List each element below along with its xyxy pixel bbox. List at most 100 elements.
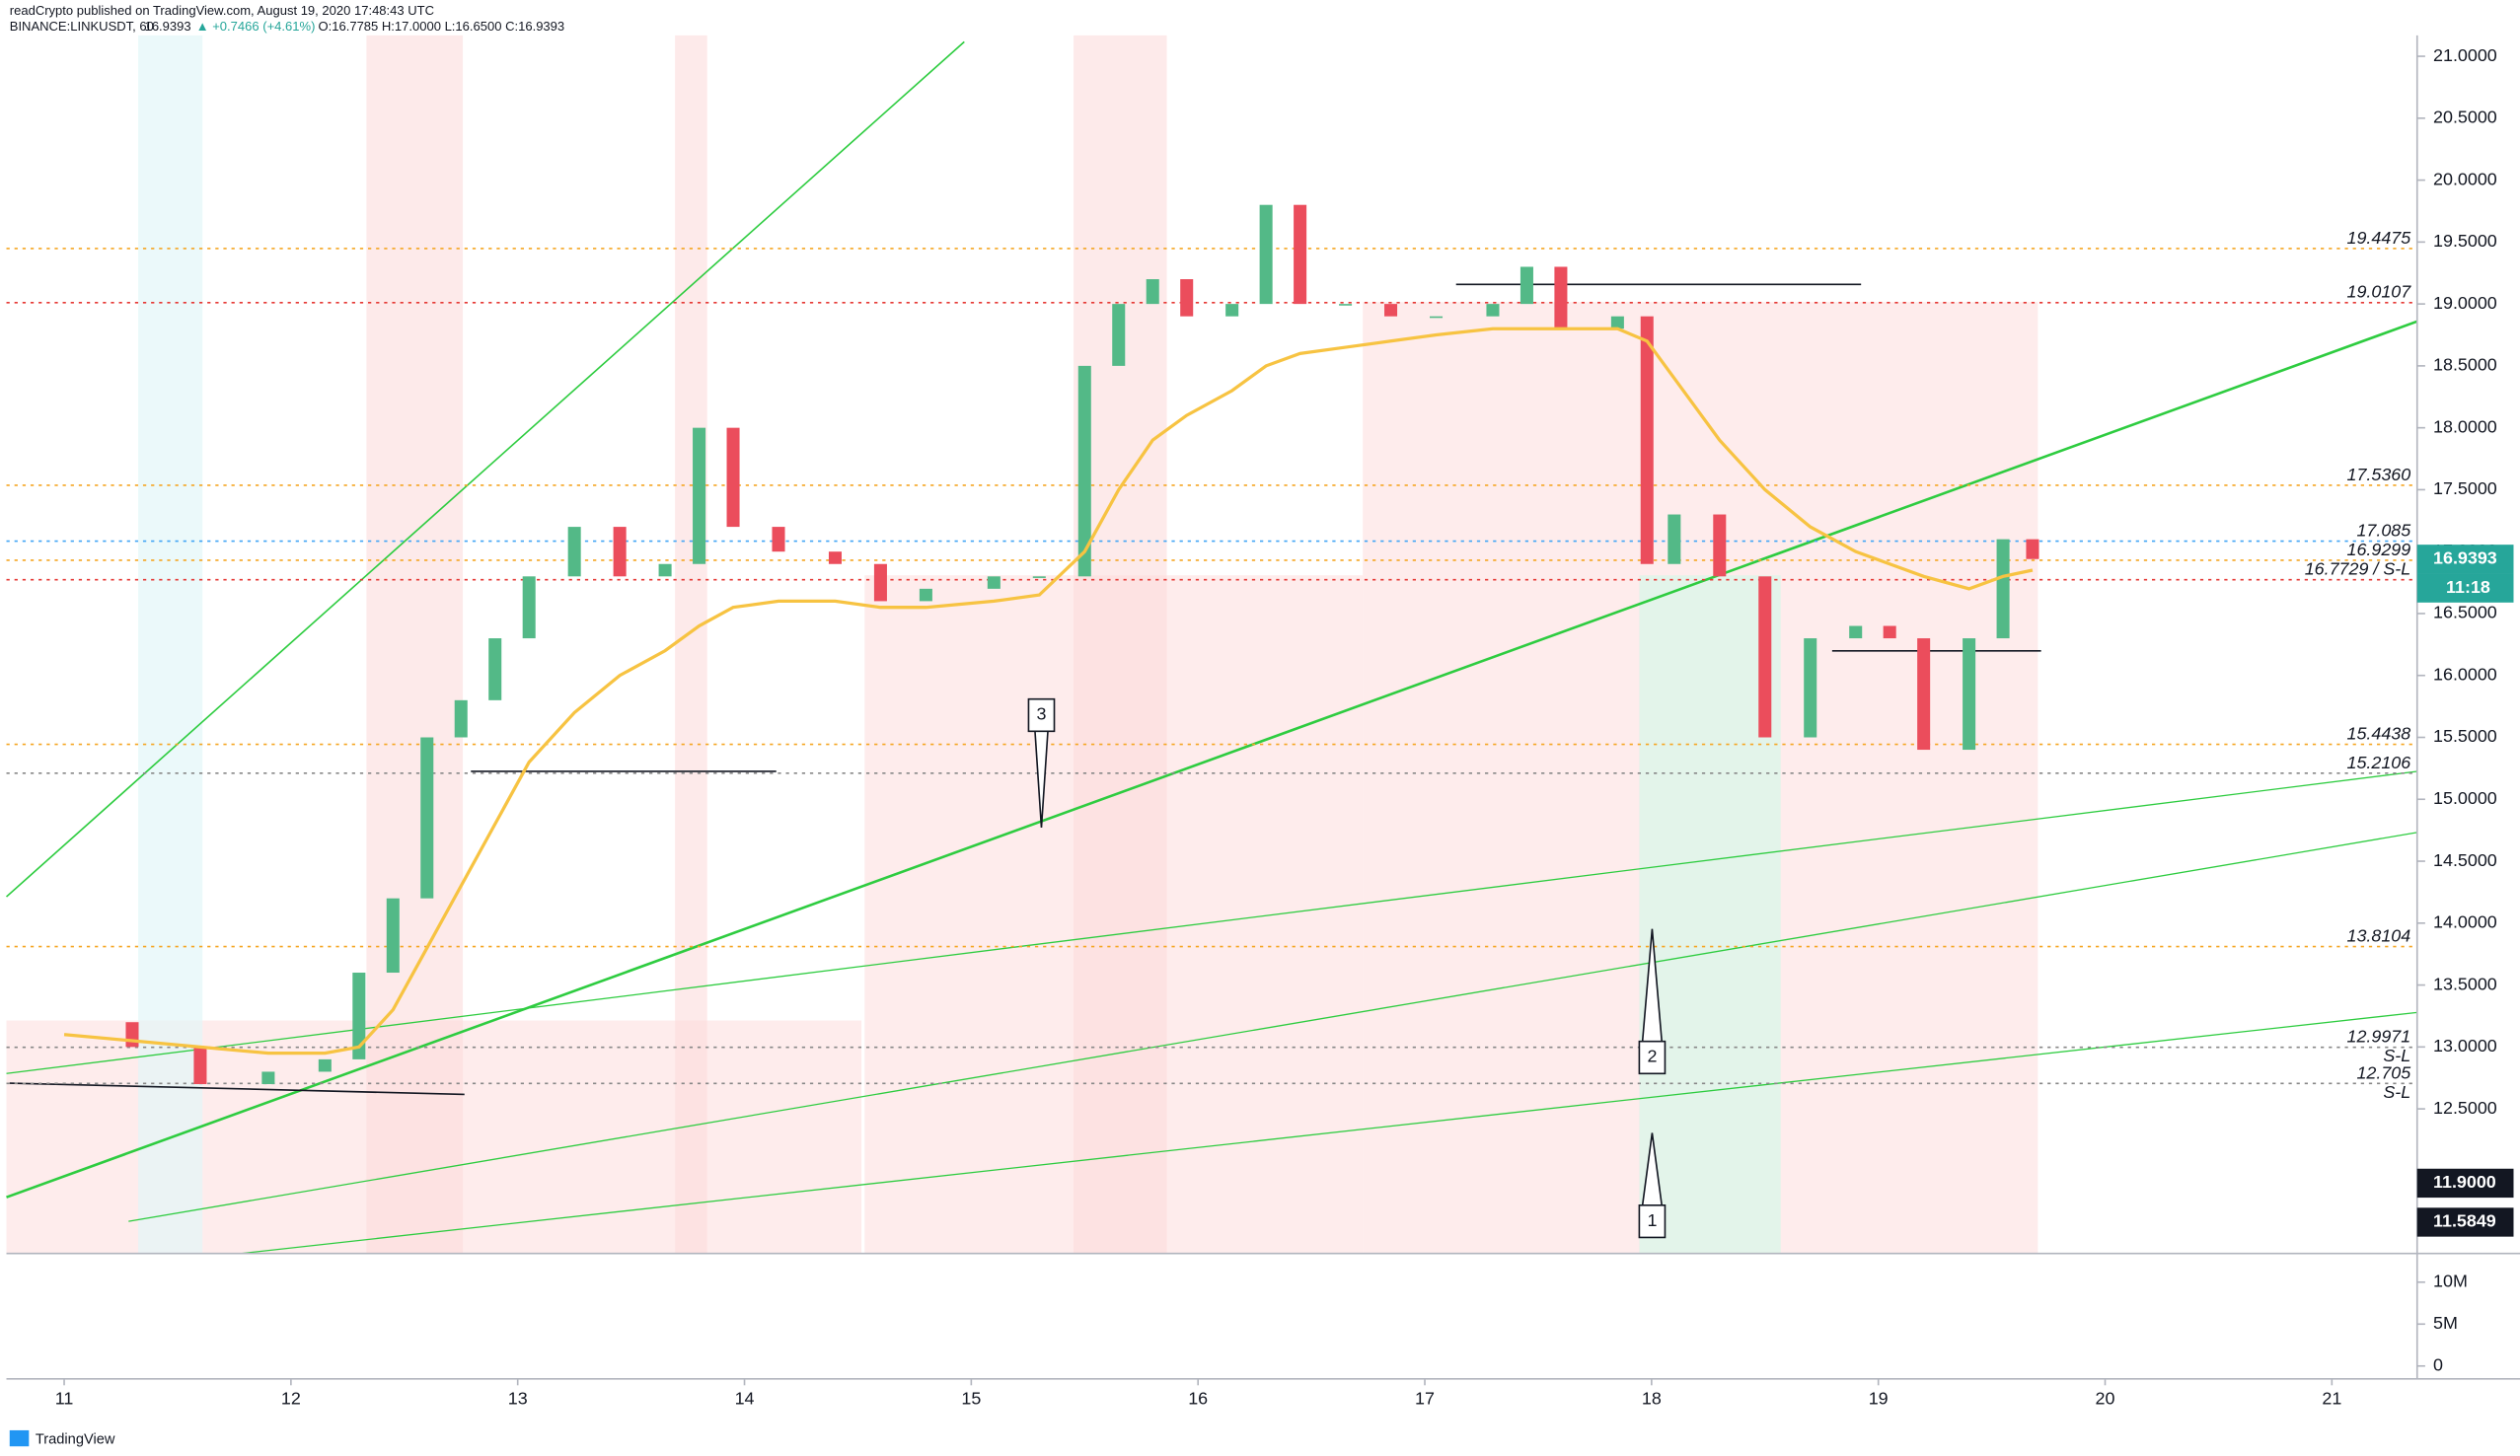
candle: [1610, 316, 1624, 329]
trend-lines: [5, 40, 2418, 1255]
y-tick-label: 12.5000: [2433, 1098, 2497, 1118]
y-tick-label: 21.0000: [2433, 45, 2497, 65]
y-tick-label: 19.0000: [2433, 293, 2497, 313]
candle: [613, 527, 627, 577]
candle: [726, 427, 740, 528]
candle: [386, 898, 400, 974]
price-badge: [2416, 1168, 2514, 1199]
plot: [6, 204, 2417, 1085]
level-sub-label: S-L: [2383, 1082, 2410, 1102]
candle: [1917, 638, 1931, 751]
candle: [1668, 514, 1681, 564]
brand: TradingView: [36, 1432, 115, 1448]
callout-label: 2: [1647, 1047, 1657, 1066]
y-tick-label: 13.0000: [2433, 1036, 2497, 1056]
candle: [1554, 266, 1568, 329]
candle: [1963, 638, 1976, 751]
x-tick-label: 13: [508, 1389, 528, 1409]
candle: [454, 699, 468, 738]
candle: [420, 737, 434, 899]
candle: [1077, 365, 1091, 577]
price-badge-label: 16.9393: [2433, 548, 2497, 568]
x-tick-label: 19: [1869, 1389, 1889, 1409]
candle: [488, 638, 502, 700]
x-tick-label: 16: [1188, 1389, 1208, 1409]
price-badge: [2416, 545, 2514, 574]
level-sub-label: S-L: [2383, 1046, 2410, 1065]
callout-label: 3: [1036, 704, 1046, 724]
candle: [1146, 279, 1159, 305]
y-tick-label: 17.5000: [2433, 478, 2497, 498]
candle: [352, 973, 366, 1059]
candle: [1294, 204, 1307, 305]
candle: [772, 527, 785, 552]
y-tick-label: 18.0000: [2433, 416, 2497, 436]
level-label: 12.705: [2356, 1062, 2410, 1082]
candle: [987, 576, 1001, 589]
candle: [919, 588, 932, 602]
x-tick-label: 18: [1642, 1389, 1662, 1409]
level-label: 17.085: [2356, 520, 2410, 540]
candle: [693, 427, 706, 564]
x-tick-label: 21: [2322, 1389, 2341, 1409]
last-price: 16.9393: [145, 19, 191, 34]
x-tick-label: 17: [1415, 1389, 1435, 1409]
callout-1: 1: [1638, 1132, 1667, 1239]
candle: [1032, 576, 1046, 578]
y-tick-label: 16.5000: [2433, 603, 2497, 622]
ohlc: O:16.7785 H:17.0000 L:16.6500 C:16.9393: [319, 19, 565, 34]
level-label: 19.4475: [2347, 228, 2411, 248]
volume-tick-label: 10M: [2433, 1272, 2468, 1291]
y-tick-label: 15.5000: [2433, 726, 2497, 746]
candle: [567, 527, 581, 577]
candle: [2026, 539, 2039, 559]
x-tick-label: 20: [2096, 1389, 2115, 1409]
y-tick-label: 15.0000: [2433, 788, 2497, 808]
x-tick-label: 15: [961, 1389, 981, 1409]
background-zones: [6, 35, 2038, 1254]
candle: [1804, 638, 1817, 738]
candle: [1259, 204, 1273, 305]
y-tick-label: 13.5000: [2433, 974, 2497, 993]
x-tick-label: 12: [281, 1389, 301, 1409]
level-label: 16.9299: [2347, 540, 2411, 559]
candle: [1112, 304, 1126, 366]
price-badge-label: 11.9000: [2433, 1172, 2496, 1192]
moving-average: [63, 327, 2034, 1056]
candle: [125, 1022, 139, 1048]
candle: [1180, 279, 1194, 317]
callout-2: 2: [1638, 928, 1667, 1075]
candle: [1339, 304, 1353, 306]
candle: [1849, 625, 1863, 639]
x-tick-label: 14: [735, 1389, 755, 1409]
candle: [658, 563, 672, 577]
volume-tick-label: 0: [2433, 1355, 2443, 1375]
volume-tick-label: 5M: [2433, 1313, 2458, 1333]
level-label: 12.9971: [2347, 1027, 2411, 1047]
callout-label: 1: [1647, 1210, 1657, 1230]
y-tick-label: 16.0000: [2433, 664, 2497, 684]
callout-3: 3: [1027, 697, 1056, 829]
candle: [1384, 304, 1398, 317]
y-tick-label: 14.5000: [2433, 850, 2497, 870]
price-badge: [2416, 1207, 2514, 1237]
candle: [1883, 625, 1896, 639]
symbol: BINANCE:LINKUSDT, 60: [10, 19, 154, 34]
countdown: 11:18: [2446, 577, 2490, 597]
candle: [522, 576, 536, 639]
level-label: 16.7729 / S-L: [2305, 559, 2411, 579]
level-label: 13.8104: [2347, 926, 2411, 946]
candle: [261, 1071, 275, 1084]
level-label: 15.2106: [2347, 753, 2411, 772]
x-tick-label: 11: [55, 1389, 74, 1409]
y-tick-label: 18.5000: [2433, 355, 2497, 375]
level-label: 19.0107: [2347, 282, 2412, 302]
candle: [1758, 576, 1772, 738]
countdown-badge: [2416, 573, 2514, 603]
y-tick-label: 19.5000: [2433, 231, 2497, 251]
y-tick-label: 14.0000: [2433, 912, 2497, 932]
level-label: 17.5360: [2347, 465, 2411, 484]
candle: [1640, 316, 1654, 564]
candle: [1225, 304, 1239, 317]
candle: [193, 1047, 207, 1084]
